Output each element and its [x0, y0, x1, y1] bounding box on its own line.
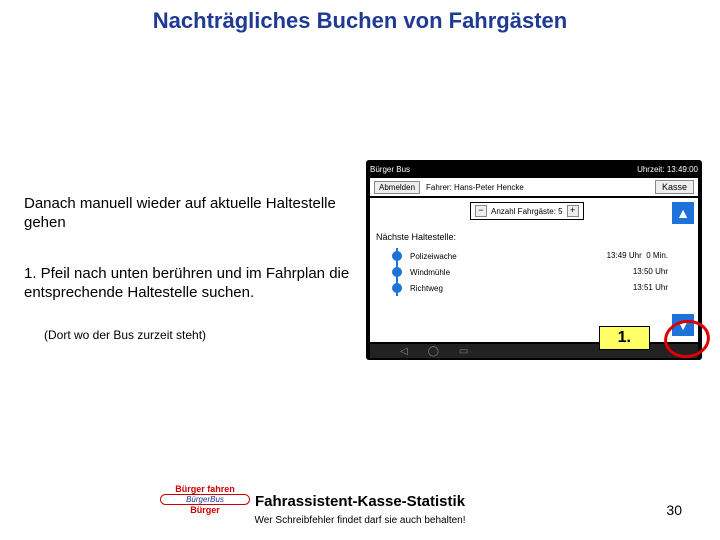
next-stop-label: Nächste Haltestelle:: [376, 232, 456, 242]
footer-title: Fahrassistent-Kasse-Statistik: [0, 493, 720, 510]
stop-time: 13:50 Uhr: [607, 264, 668, 280]
app-header: Abmelden Fahrer: Hans-Peter Hencke Kasse: [370, 178, 698, 196]
tablet-screenshot: Bürger Bus Uhrzeit: 13:49:00 Abmelden Fa…: [366, 160, 702, 360]
stop-dot-icon: [392, 267, 402, 277]
slide: Nachträgliches Buchen von Fahrgästen Dan…: [0, 0, 720, 540]
minus-button[interactable]: −: [475, 205, 487, 217]
stop-time: 13:49 Uhr: [607, 251, 642, 260]
stop-times: 13:49 Uhr 0 Min. 13:50 Uhr 13:51 Uhr: [607, 248, 668, 296]
app-body: ▲ − Anzahl Fahrgäste: 5 + Nächste Haltes…: [370, 198, 698, 342]
driver-label: Fahrer: Hans-Peter Hencke: [426, 183, 524, 192]
plus-button[interactable]: +: [567, 205, 579, 217]
stop-name: Windmühle: [410, 268, 450, 277]
stop-item[interactable]: Polizeiwache: [396, 248, 638, 264]
stop-name: Polizeiwache: [410, 252, 457, 261]
status-bar: Bürger Bus Uhrzeit: 13:49:00: [370, 162, 698, 176]
stop-dot-icon: [392, 283, 402, 293]
stop-dot-icon: [392, 251, 402, 261]
home-icon[interactable]: ◯: [428, 346, 439, 357]
callout-label-1: 1.: [599, 326, 650, 350]
kasse-button[interactable]: Kasse: [655, 180, 694, 194]
slide-title: Nachträgliches Buchen von Fahrgästen: [0, 8, 720, 34]
page-number: 30: [666, 502, 682, 518]
status-time: Uhrzeit: 13:49:00: [637, 165, 698, 174]
stop-list: Polizeiwache Windmühle Richtweg: [396, 248, 638, 296]
status-app-name: Bürger Bus: [370, 165, 410, 174]
instruction-text-1: Danach manuell wieder auf aktuelle Halte…: [24, 195, 344, 233]
stop-delay: 0 Min.: [646, 251, 668, 260]
abmelden-button[interactable]: Abmelden: [374, 181, 420, 194]
stop-time: 13:51 Uhr: [607, 280, 668, 296]
step-1-text: 1. Pfeil nach unten berühren und im Fahr…: [24, 265, 354, 303]
back-icon[interactable]: ◁: [400, 346, 408, 357]
passenger-count-box: − Anzahl Fahrgäste: 5 +: [470, 202, 584, 220]
footer-subtitle: Wer Schreibfehler findet darf sie auch b…: [0, 515, 720, 526]
stop-item[interactable]: Windmühle: [396, 264, 638, 280]
recent-icon[interactable]: ▭: [459, 346, 468, 357]
stop-item[interactable]: Richtweg: [396, 280, 638, 296]
step-1-note: (Dort wo der Bus zurzeit steht): [44, 328, 364, 342]
up-arrow-button[interactable]: ▲: [672, 202, 694, 224]
stop-name: Richtweg: [410, 284, 443, 293]
passenger-count-label: Anzahl Fahrgäste: 5: [491, 207, 563, 216]
